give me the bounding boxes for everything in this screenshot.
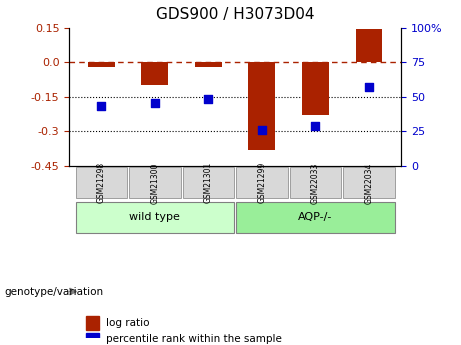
Text: percentile rank within the sample: percentile rank within the sample bbox=[106, 335, 282, 344]
FancyBboxPatch shape bbox=[236, 167, 288, 198]
Bar bbox=[86, 316, 99, 330]
Text: genotype/variation: genotype/variation bbox=[5, 287, 104, 296]
Point bbox=[312, 123, 319, 128]
Bar bbox=[86, 333, 99, 345]
FancyBboxPatch shape bbox=[236, 202, 395, 233]
Point bbox=[205, 97, 212, 102]
Bar bbox=[302, 62, 329, 115]
Bar bbox=[88, 62, 115, 67]
Text: AQP-/-: AQP-/- bbox=[298, 213, 332, 222]
FancyBboxPatch shape bbox=[76, 202, 234, 233]
Title: GDS900 / H3073D04: GDS900 / H3073D04 bbox=[156, 7, 314, 22]
FancyBboxPatch shape bbox=[183, 167, 234, 198]
Point bbox=[151, 101, 159, 106]
Bar bbox=[195, 62, 222, 67]
Point bbox=[98, 104, 105, 109]
Text: GSM22033: GSM22033 bbox=[311, 162, 320, 204]
Text: GSM21298: GSM21298 bbox=[97, 162, 106, 204]
Point bbox=[365, 84, 372, 90]
Text: GSM21301: GSM21301 bbox=[204, 162, 213, 204]
FancyBboxPatch shape bbox=[343, 167, 395, 198]
Text: wild type: wild type bbox=[130, 213, 180, 222]
Bar bbox=[248, 62, 275, 149]
FancyBboxPatch shape bbox=[129, 167, 181, 198]
Text: log ratio: log ratio bbox=[106, 318, 149, 328]
Text: GSM21299: GSM21299 bbox=[257, 162, 266, 204]
Text: GSM22034: GSM22034 bbox=[365, 162, 373, 204]
Text: GSM21300: GSM21300 bbox=[150, 162, 160, 204]
FancyBboxPatch shape bbox=[290, 167, 341, 198]
Bar bbox=[142, 62, 168, 85]
Point bbox=[258, 127, 266, 132]
Bar bbox=[355, 29, 382, 62]
FancyBboxPatch shape bbox=[76, 167, 127, 198]
